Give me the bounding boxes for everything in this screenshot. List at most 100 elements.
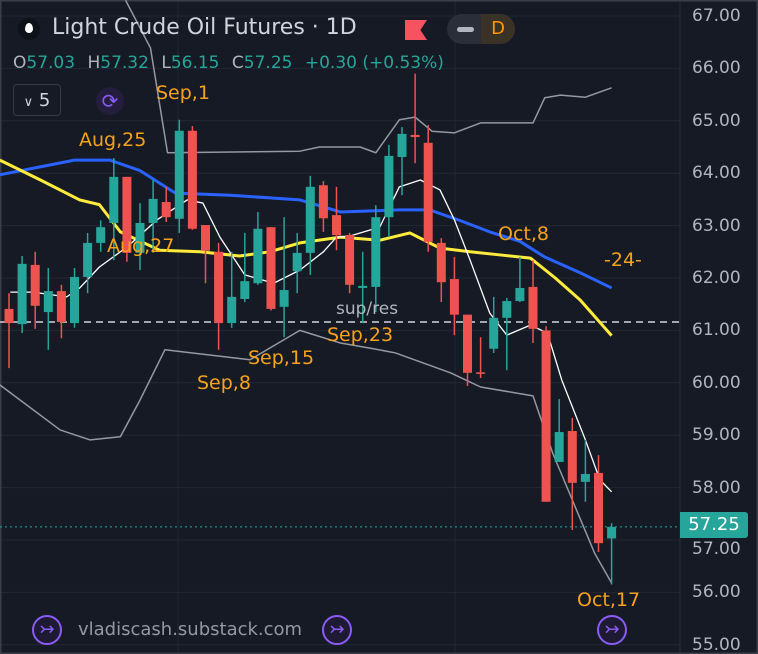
sync-icon[interactable]: ⟳ [96, 87, 124, 115]
ma-yellow-line [0, 158, 613, 337]
candle-down [4, 308, 14, 324]
price-tick-label: 60.00 [692, 372, 741, 393]
indicators-collapse-button[interactable]: ∨ 5 [13, 84, 61, 116]
close-value: 57.25 [243, 53, 293, 73]
open-label: O [13, 53, 27, 73]
candle-up [135, 222, 145, 253]
candle-down [436, 242, 446, 283]
price-tick-label: 56.00 [692, 582, 741, 603]
candle-down [476, 372, 486, 374]
price-tick-label: 61.00 [692, 320, 741, 341]
candle-down [56, 291, 66, 323]
chevron-down-icon: ∨ [23, 95, 34, 110]
annotation-sep-1: Sep,1 [156, 82, 210, 104]
candle-up [358, 285, 368, 288]
support-resistance-label: sup/res [336, 299, 399, 319]
candle-up [607, 526, 617, 539]
price-tick-label: 57.00 [692, 539, 741, 559]
change-value: +0.30 (+0.53%) [304, 53, 444, 73]
candle-down [594, 472, 603, 544]
price-tick-label: 64.00 [692, 163, 741, 184]
candle-up [96, 227, 106, 243]
candle-up [502, 301, 512, 318]
candle-down [463, 314, 472, 373]
candle-up [515, 287, 525, 302]
candle-up [554, 432, 564, 462]
low-label: L [161, 53, 171, 73]
watermark-text: vladiscash.substack.com [78, 619, 303, 640]
annotation-oct-8: Oct,8 [498, 223, 549, 245]
drop-icon [18, 18, 40, 40]
candle-down [201, 225, 210, 251]
price-tick-label: 65.00 [692, 110, 741, 131]
close-label: C [231, 53, 244, 73]
candle-up [292, 252, 302, 272]
price-tick-label: 55.00 [692, 634, 741, 654]
open-value: 57.03 [26, 53, 76, 73]
ohlc-legend: O57.03 H57.32 L56.15 C57.25 +0.30 (+0.53… [13, 53, 451, 73]
bollinger-lower-line [0, 329, 613, 584]
candle-down [187, 130, 197, 229]
candle-down [266, 227, 276, 309]
candle-up [83, 242, 93, 277]
price-tick-label: 67.00 [692, 6, 741, 26]
candle-down [161, 202, 171, 218]
candle-up [397, 133, 407, 157]
candle-up [17, 263, 27, 325]
candle-down [318, 185, 328, 219]
annotation-sep-8: Sep,8 [197, 372, 251, 394]
wave-count-label: -24- [604, 249, 642, 271]
candle-down [410, 134, 420, 138]
annotation-aug-25: Aug,25 [79, 129, 147, 151]
annotation-oct-17: Oct,17 [577, 589, 641, 611]
high-value: 57.32 [100, 53, 149, 73]
price-tick-label: 59.00 [692, 425, 741, 446]
substack-arrow-icon: ↣ [597, 615, 627, 645]
candle-up [371, 217, 381, 287]
delayed-badge: D [481, 14, 515, 44]
low-value: 56.15 [170, 53, 220, 73]
annotation-sep-23: Sep,23 [327, 324, 394, 346]
flag-icon[interactable] [405, 20, 427, 40]
candle-down [332, 215, 341, 236]
substack-arrow-icon: ↣ [322, 615, 352, 645]
candle-up [227, 296, 237, 324]
candle-down [449, 279, 459, 315]
candle-up [43, 291, 53, 313]
last-price-label: 57.25 [680, 512, 748, 538]
price-tick-label: 63.00 [692, 215, 741, 236]
candle-down [528, 286, 538, 329]
candle-up [174, 130, 184, 219]
candle-up [240, 281, 250, 299]
candle-down [122, 176, 132, 253]
candle-down [567, 431, 577, 483]
price-tick-label: 66.00 [692, 58, 741, 79]
candle-up [109, 176, 119, 223]
candle-up [384, 155, 394, 218]
candle-down [541, 330, 551, 502]
minus-icon [457, 27, 474, 32]
candle-up [70, 276, 79, 324]
candle-up [148, 198, 158, 223]
candle-down [30, 264, 40, 306]
candle-up [305, 186, 315, 253]
price-tick-label: 58.00 [692, 477, 741, 498]
candle-down [423, 142, 433, 242]
candle-up [253, 228, 263, 284]
candle-up [489, 317, 499, 349]
price-tick-label: 62.00 [692, 268, 741, 288]
candle-down [345, 235, 355, 285]
ma-blue-line [0, 158, 613, 290]
candle-up [580, 473, 590, 482]
high-label: H [87, 53, 101, 73]
substack-arrow-icon: ↣ [32, 615, 62, 645]
candle-up [279, 290, 289, 307]
annotation-sep-15: Sep,15 [248, 347, 315, 369]
indicator-count: 5 [38, 90, 51, 111]
annotation-aug-27: Aug,27 [107, 235, 175, 257]
candle-down [214, 251, 224, 324]
data-mode-toggle[interactable]: D [447, 14, 515, 44]
symbol-title[interactable]: Light Crude Oil Futures · 1D [52, 15, 357, 40]
